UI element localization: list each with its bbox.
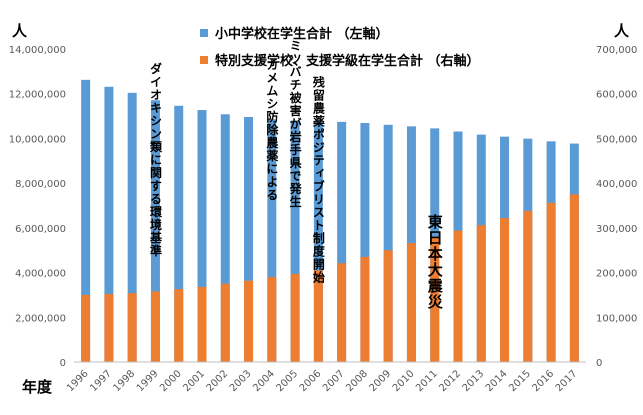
annotation-label: 東日本大震災: [426, 213, 444, 310]
x-axis-tick-label: 2012: [437, 368, 463, 394]
x-axis-tick-label: 2010: [391, 368, 417, 394]
bar-students-total: [81, 79, 91, 363]
x-axis-tick-label: 2002: [205, 368, 231, 394]
right-axis-tick-label: 300,000: [596, 224, 637, 235]
bar-special-support: [150, 291, 160, 362]
right-axis-tick-label: 200,000: [596, 269, 637, 280]
right-axis-tick-label: 500,000: [596, 134, 637, 145]
bar-students-total: [383, 124, 393, 362]
bar-special-support: [174, 289, 184, 362]
bar-special-support: [197, 286, 207, 362]
left-axis-tick-label: 12,000,000: [9, 90, 66, 101]
x-axis-tick-label: 2015: [507, 368, 533, 394]
legend-swatch: [200, 56, 208, 64]
bar-students-total: [267, 119, 277, 362]
bar-special-support: [267, 277, 277, 362]
left-axis-tick-label: 4,000,000: [15, 269, 66, 280]
left-axis-tick-label: 6,000,000: [15, 224, 66, 235]
bar-special-support: [523, 210, 533, 362]
bar-students-total: [313, 120, 323, 363]
x-axis-tick-label: 1998: [112, 368, 138, 394]
annotation-label: ミツバチ被害が岩手県で発生: [288, 40, 302, 209]
bar-students-total: [104, 86, 114, 362]
annotation-label: カメムシ防除農薬による: [265, 58, 279, 201]
left-axis-unit: 人: [12, 22, 28, 40]
right-axis-tick-label: 0: [596, 358, 602, 369]
x-axis-tick-label: 1997: [88, 368, 114, 394]
bar-special-support: [546, 202, 556, 362]
bar-students-total: [244, 116, 254, 362]
left-axis: 人 0 2,000,000 4,000,000 6,000,000 8,000,000 10…: [9, 22, 66, 369]
bar-students-total: [360, 123, 370, 363]
x-axis-tick-label: 2005: [274, 368, 300, 394]
right-axis-unit: 人: [614, 22, 630, 40]
bar-students-total: [220, 114, 230, 362]
right-axis: 人 0 100,000 200,000 300,000 400,000 500,000 600…: [596, 22, 637, 369]
bar-special-support: [360, 256, 370, 362]
legend-swatch: [200, 29, 208, 37]
bar-special-support: [244, 280, 254, 362]
bar-special-support: [569, 194, 579, 362]
x-axis-tick-label: 2014: [484, 368, 510, 394]
bar-special-support: [476, 225, 486, 362]
x-axis: 1996199719981999200020012002200320042005…: [22, 361, 586, 396]
x-axis-title: 年度: [22, 378, 53, 396]
bar-special-support: [220, 283, 230, 362]
bar-special-support: [337, 263, 347, 362]
bar-students-total: [290, 120, 300, 363]
x-axis-tick-label: 2003: [228, 368, 254, 394]
bar-students-total: [337, 121, 347, 363]
x-axis-tick-label: 2016: [530, 368, 556, 394]
bar-special-support: [104, 294, 114, 362]
bar-special-support: [500, 218, 510, 362]
x-axis-tick-label: 2007: [321, 368, 347, 394]
bar-students-total: [127, 92, 137, 362]
bars: [81, 79, 579, 363]
annotation-label: ダイオキシン類に関する環境基準: [148, 61, 162, 257]
right-axis-tick-label: 700,000: [596, 45, 637, 56]
x-axis-tick-label: 2011: [414, 368, 440, 394]
x-axis-tick-label: 2004: [251, 368, 277, 394]
x-axis-tick-label: 1996: [65, 368, 91, 394]
left-axis-tick-label: 0: [60, 358, 66, 369]
bar-special-support: [313, 270, 323, 362]
x-axis-tick-label: 2013: [461, 368, 487, 394]
annotations: ダイオキシン類に関する環境基準 カメムシ防除農薬による ミツバチ被害が岩手県で発生残…: [148, 40, 443, 311]
bar-students-total: [150, 100, 160, 362]
bar-special-support: [127, 293, 137, 362]
bar-students-total: [174, 105, 184, 362]
bar-special-support: [81, 294, 91, 362]
legend: 小中学校在学生合計 （左軸） 特別支援学校、支援学級在学生合計 （右軸）: [200, 26, 480, 69]
legend-label: 小中学校在学生合計 （左軸）: [215, 26, 389, 42]
right-axis-tick-label: 400,000: [596, 179, 637, 190]
x-axis-tick-label: 2000: [158, 368, 184, 394]
x-axis-tick-label: 2009: [368, 368, 394, 394]
x-axis-tick-label: 1999: [135, 368, 161, 394]
legend-label: 特別支援学校、支援学級在学生合計 （右軸）: [215, 53, 480, 69]
left-axis-tick-label: 8,000,000: [15, 179, 66, 190]
right-axis-tick-label: 600,000: [596, 90, 637, 101]
bar-special-support: [290, 273, 300, 362]
left-axis-tick-label: 2,000,000: [15, 313, 66, 324]
left-axis-tick-label: 10,000,000: [9, 134, 66, 145]
bar-special-support: [430, 236, 440, 362]
right-axis-tick-label: 100,000: [596, 313, 637, 324]
x-axis-tick-label: 2001: [181, 368, 207, 394]
x-axis-tick-label: 2017: [554, 368, 580, 394]
x-axis-tick-label: 2008: [344, 368, 370, 394]
bar-special-support: [383, 250, 393, 362]
annotation-label: 残留農薬ポジティブリスト制度開始: [311, 75, 325, 284]
left-axis-tick-label: 14,000,000: [9, 45, 66, 56]
bar-special-support: [453, 230, 463, 362]
x-axis-tick-label: 2006: [298, 368, 324, 394]
bar-special-support: [406, 243, 416, 362]
bar-students-total: [197, 110, 207, 362]
